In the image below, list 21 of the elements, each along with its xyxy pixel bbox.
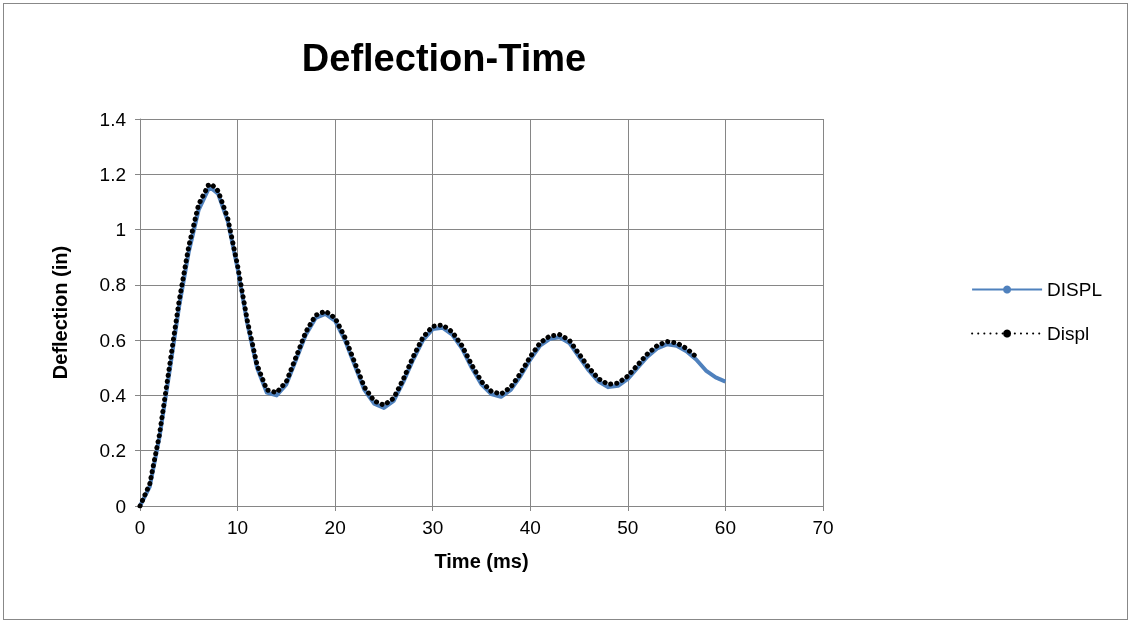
legend-label: DISPL — [1047, 279, 1103, 300]
y-tick-label: 1.2 — [99, 163, 126, 185]
x-tick-label: 30 — [422, 517, 444, 538]
x-axis-title: Time (ms) — [434, 550, 529, 572]
y-tick-label: 0.8 — [99, 274, 126, 296]
chart-title: Deflection-Time — [301, 37, 587, 79]
y-tick-label: 0.2 — [99, 440, 126, 462]
legend-label: Displ — [1047, 323, 1090, 344]
x-tick-label: 70 — [812, 517, 834, 538]
y-tick-label: 0.6 — [99, 329, 126, 351]
x-tick-label: 50 — [617, 517, 639, 538]
x-tick-label: 0 — [134, 517, 146, 538]
y-tick-label: 0.4 — [99, 384, 127, 406]
y-tick-label: 1.4 — [99, 108, 127, 130]
x-tick-label: 60 — [714, 517, 736, 538]
x-tick-label: 20 — [324, 517, 346, 538]
x-tick-label: 40 — [519, 517, 541, 538]
y-tick-label: 0 — [115, 495, 126, 517]
y-tick-label: 1 — [115, 219, 126, 241]
x-tick-label: 10 — [227, 517, 249, 538]
y-axis-title: Deflection (in) — [49, 245, 71, 380]
